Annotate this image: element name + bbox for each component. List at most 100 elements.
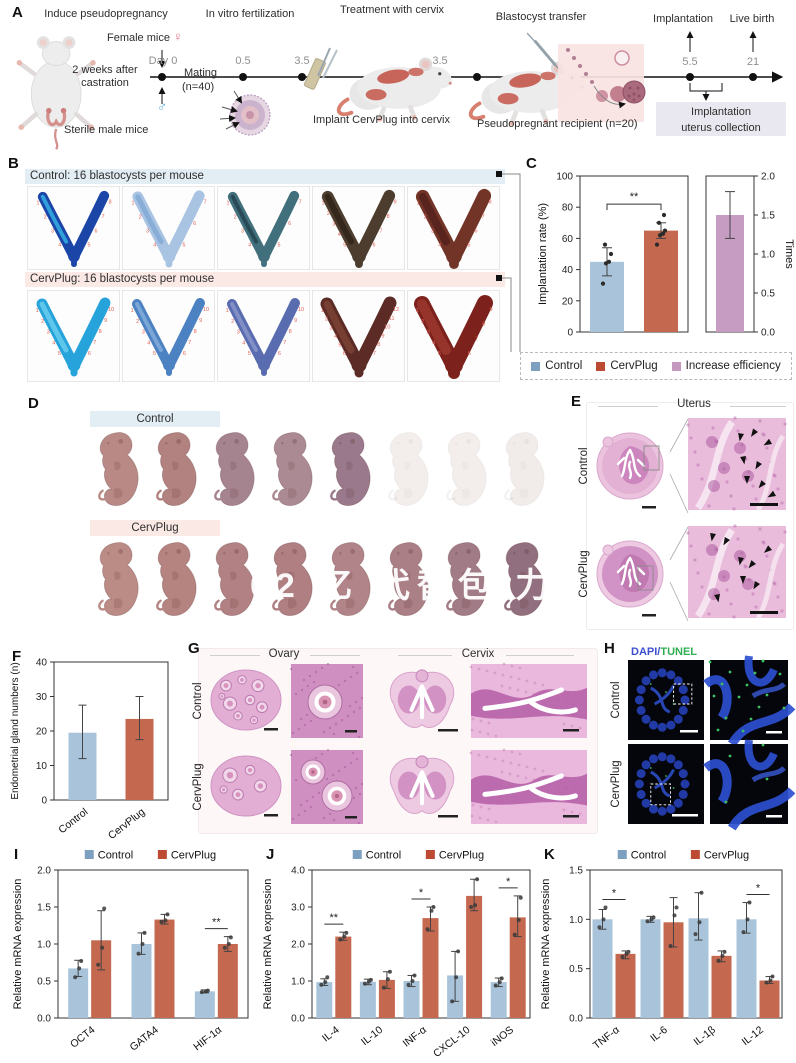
svg-text:5: 5 [338, 343, 341, 349]
scale-bar [438, 815, 458, 818]
svg-text:3: 3 [427, 330, 430, 336]
data-point [410, 979, 415, 983]
pup [330, 542, 371, 617]
y-tick-label: 1.5 [37, 903, 51, 914]
bar [759, 980, 780, 1018]
data-point [600, 281, 606, 286]
mrna-chart-cytokines-up: 0.0 1.0 2.0 3.0 4.0 Relative mRNA expression I… [262, 850, 531, 1060]
svg-text:4: 4 [334, 334, 337, 340]
panel-a-label: A [12, 4, 23, 21]
category-label: IL-12 [740, 1024, 766, 1048]
svg-text:7: 7 [188, 340, 191, 346]
svg-text:1: 1 [321, 308, 324, 314]
y-tick-label: 0.0 [291, 1014, 305, 1025]
svg-text:7: 7 [102, 214, 105, 220]
bar [194, 991, 215, 1018]
svg-text:7: 7 [380, 228, 383, 234]
scale-bar [642, 506, 656, 509]
svg-text:10: 10 [108, 307, 114, 313]
data-point [429, 908, 434, 913]
supine-mouse-illustration [16, 36, 96, 150]
data-point [645, 919, 650, 924]
svg-text:4: 4 [147, 340, 150, 346]
svg-text:6: 6 [95, 228, 98, 234]
data-point [159, 919, 164, 924]
bar [592, 919, 613, 1018]
tunel-label: TUNEL [660, 646, 698, 658]
e-control-uterus-section [596, 432, 664, 509]
scale-bar [642, 614, 656, 617]
panel-b-label: B [8, 155, 19, 172]
svg-text:1: 1 [36, 308, 39, 314]
arrowhead [738, 556, 744, 566]
category-label: IL-10 [359, 1024, 385, 1048]
category-label: INF-α [401, 1024, 429, 1050]
arrowhead [755, 461, 762, 470]
data-point [323, 980, 328, 985]
arrowhead [738, 432, 744, 442]
legend-item: CervPlug [596, 360, 658, 372]
arrowhead [767, 490, 776, 498]
bar [640, 919, 661, 1018]
svg-text:0: 0 [567, 328, 573, 339]
legend-label: Control [98, 850, 133, 862]
data-point [142, 930, 147, 935]
connector-node-control [496, 171, 502, 177]
timepoint-3-5b: 3.5 [432, 55, 448, 67]
data-point [226, 942, 231, 946]
svg-text:5: 5 [58, 351, 61, 357]
data-point [699, 890, 704, 895]
legend-label: CervPlug [171, 850, 216, 862]
pup-faded [504, 432, 545, 507]
svg-text:1: 1 [131, 201, 134, 207]
significance-label: ** [212, 917, 221, 929]
data-point [469, 905, 474, 909]
mouse-illustration [336, 57, 452, 122]
svg-text:1: 1 [226, 201, 229, 207]
svg-text:1: 1 [416, 201, 419, 207]
arrowhead [723, 537, 730, 546]
data-point [741, 930, 746, 935]
svg-text:2: 2 [325, 317, 328, 323]
left-axis-label: Implantation rate (%) [537, 203, 549, 305]
svg-text:0.5: 0.5 [761, 289, 775, 300]
data-point [497, 980, 502, 985]
svg-text:8: 8 [194, 329, 197, 335]
b-cervplug-header: CervPlug: 16 blastocysts per mouse [25, 272, 505, 287]
legend-swatch [157, 850, 167, 859]
category-label: CervPlug [106, 806, 148, 842]
data-point [770, 974, 775, 979]
svg-text:3: 3 [146, 229, 149, 235]
arrowhead [710, 532, 716, 542]
g-control-cervix-zoom [469, 662, 587, 738]
legend-label: CervPlug [439, 850, 484, 862]
male-symbol-icon: ♂ [156, 98, 168, 114]
bar [688, 918, 709, 1018]
data-point [493, 983, 498, 988]
svg-text:2: 2 [421, 319, 424, 325]
svg-text:1.0: 1.0 [761, 250, 775, 261]
uterus-image: 1 2 3 4 5 6 7 8 [27, 186, 120, 270]
svg-text:8: 8 [489, 200, 492, 206]
data-point [73, 975, 78, 980]
data-point [660, 231, 666, 236]
data-point [499, 976, 504, 981]
scale-bar [438, 729, 458, 732]
svg-text:1: 1 [226, 308, 229, 314]
h-cervplug-dapi-zoom [703, 739, 796, 831]
category-label: TNF-α [591, 1024, 622, 1052]
svg-text:2: 2 [234, 215, 237, 221]
panel-j-label: J [266, 846, 275, 863]
significance-label: * [506, 876, 511, 888]
legend-label: CervPlug [704, 850, 749, 862]
y-tick-label: 1.0 [37, 940, 51, 951]
data-point [319, 982, 324, 987]
svg-text:8: 8 [99, 329, 102, 335]
bar [490, 982, 507, 1018]
data-point [425, 927, 430, 932]
svg-text:80: 80 [562, 203, 574, 214]
zoom-region [637, 565, 654, 591]
e-control-uterus-zoom [686, 416, 787, 512]
svg-text:2: 2 [424, 215, 427, 221]
svg-text:1: 1 [321, 201, 324, 207]
